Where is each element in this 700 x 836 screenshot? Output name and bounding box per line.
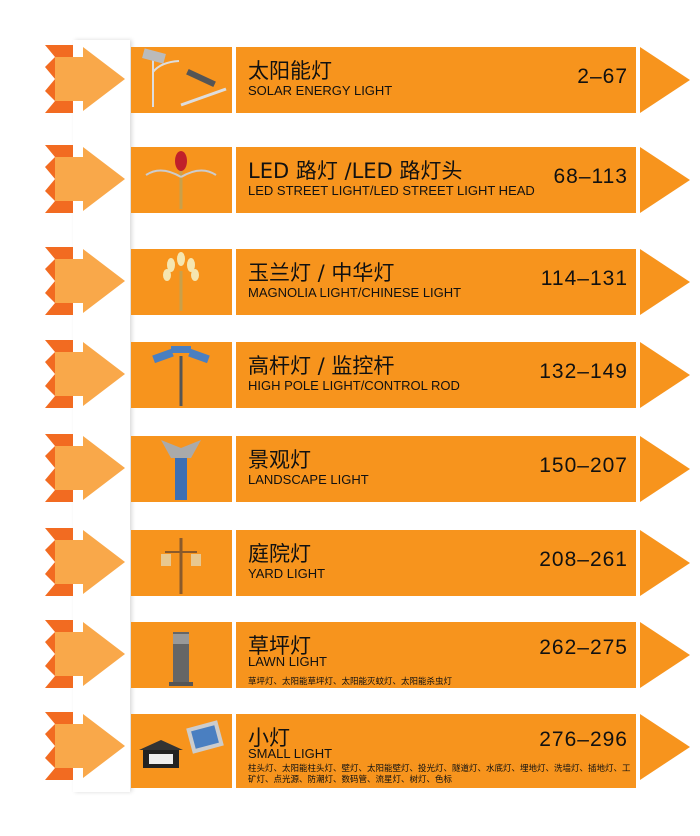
pointer-triangle-icon — [640, 530, 690, 596]
section-label-box[interactable]: 景观灯 LANDSCAPE LIGHT 150–207 — [236, 436, 636, 502]
product-image — [131, 147, 232, 213]
section-title-zh: LED 路灯 /LED 路灯头 — [248, 159, 463, 183]
section-row[interactable]: 庭院灯 YARD LIGHT 208–261 — [0, 528, 700, 596]
section-title-en: LAWN LIGHT — [248, 654, 327, 669]
section-label-box[interactable]: LED 路灯 /LED 路灯头 LED STREET LIGHT/LED STR… — [236, 147, 636, 213]
section-label-box[interactable]: 太阳能灯 SOLAR ENERGY LIGHT 2–67 — [236, 47, 636, 113]
section-row[interactable]: 草坪灯 LAWN LIGHT 262–275 草坪灯、太阳能草坪灯、太阳能灭蚊灯… — [0, 620, 700, 688]
arrow-icon — [45, 434, 125, 502]
section-title-zh: 景观灯 — [248, 448, 311, 472]
section-title-zh: 庭院灯 — [248, 542, 311, 566]
landscape-light-icon — [161, 440, 201, 500]
page-range: 150–207 — [539, 454, 628, 477]
section-label-box[interactable]: 草坪灯 LAWN LIGHT 262–275 草坪灯、太阳能草坪灯、太阳能灭蚊灯… — [236, 622, 636, 688]
led-street-light-icon — [145, 151, 217, 209]
section-label-box[interactable]: 小灯 SMALL LIGHT 276–296 柱头灯、太阳能柱头灯、壁灯、太阳能… — [236, 714, 636, 788]
section-title-en: HIGH POLE LIGHT/CONTROL ROD — [248, 378, 460, 393]
section-title-zh: 太阳能灯 — [248, 59, 332, 83]
page-range: 262–275 — [539, 636, 628, 659]
pointer-triangle-icon — [640, 622, 690, 688]
pointer-triangle-icon — [640, 436, 690, 502]
section-label-box[interactable]: 庭院灯 YARD LIGHT 208–261 — [236, 530, 636, 596]
section-title-en: SMALL LIGHT — [248, 746, 333, 761]
section-label-box[interactable]: 高杆灯 / 监控杆 HIGH POLE LIGHT/CONTROL ROD 13… — [236, 342, 636, 408]
small-light-icon — [139, 720, 224, 768]
page-range: 2–67 — [577, 65, 628, 88]
arrow-icon — [45, 145, 125, 213]
pointer-triangle-icon — [640, 714, 690, 780]
page-range: 114–131 — [540, 267, 628, 290]
yard-light-icon — [161, 538, 201, 594]
product-image — [131, 47, 232, 113]
pointer-triangle-icon — [640, 342, 690, 408]
section-title-zh: 玉兰灯 / 中华灯 — [248, 261, 395, 285]
section-label-box[interactable]: 玉兰灯 / 中华灯 MAGNOLIA LIGHT/CHINESE LIGHT 1… — [236, 249, 636, 315]
section-title-en: MAGNOLIA LIGHT/CHINESE LIGHT — [248, 285, 462, 300]
arrow-icon — [45, 45, 125, 113]
section-title-en: SOLAR ENERGY LIGHT — [248, 83, 393, 98]
product-image — [131, 249, 232, 315]
section-row[interactable]: 小灯 SMALL LIGHT 276–296 柱头灯、太阳能柱头灯、壁灯、太阳能… — [0, 712, 700, 788]
section-row[interactable]: 景观灯 LANDSCAPE LIGHT 150–207 — [0, 434, 700, 502]
product-image — [131, 714, 232, 788]
pointer-triangle-icon — [640, 147, 690, 213]
product-image — [131, 436, 232, 502]
page-range: 208–261 — [539, 548, 628, 571]
section-row[interactable]: 太阳能灯 SOLAR ENERGY LIGHT 2–67 — [0, 45, 700, 113]
product-image — [131, 342, 232, 408]
arrow-icon — [45, 712, 125, 780]
section-title-en: LED STREET LIGHT/LED STREET LIGHT HEAD — [248, 183, 535, 198]
arrow-icon — [45, 620, 125, 688]
lawn-light-icon — [169, 632, 193, 686]
arrow-icon — [45, 340, 125, 408]
section-row[interactable]: LED 路灯 /LED 路灯头 LED STREET LIGHT/LED STR… — [0, 145, 700, 213]
magnolia-light-icon — [163, 252, 199, 311]
section-title-zh: 草坪灯 — [248, 634, 311, 658]
section-row[interactable]: 高杆灯 / 监控杆 HIGH POLE LIGHT/CONTROL ROD 13… — [0, 340, 700, 408]
page-range: 68–113 — [553, 165, 628, 188]
section-subitems: 柱头灯、太阳能柱头灯、壁灯、太阳能壁灯、投光灯、隧道灯、水底灯、埋地灯、洗墙灯、… — [248, 764, 631, 785]
product-image — [131, 530, 232, 596]
page-range: 276–296 — [539, 728, 628, 751]
section-title-en: YARD LIGHT — [248, 566, 326, 581]
arrow-icon — [45, 528, 125, 596]
section-title-zh: 小灯 — [248, 726, 290, 750]
high-pole-light-icon — [152, 346, 210, 406]
arrow-icon — [45, 247, 125, 315]
pointer-triangle-icon — [640, 47, 690, 113]
pointer-triangle-icon — [640, 249, 690, 315]
solar-street-light-icon — [142, 48, 227, 107]
section-title-zh: 高杆灯 / 监控杆 — [248, 354, 395, 378]
section-row[interactable]: 玉兰灯 / 中华灯 MAGNOLIA LIGHT/CHINESE LIGHT 1… — [0, 247, 700, 315]
page-range: 132–149 — [539, 360, 628, 383]
section-title-en: LANDSCAPE LIGHT — [248, 472, 369, 487]
section-subitems: 草坪灯、太阳能草坪灯、太阳能灭蚊灯、太阳能杀虫灯 — [248, 677, 453, 687]
product-image — [131, 622, 232, 688]
